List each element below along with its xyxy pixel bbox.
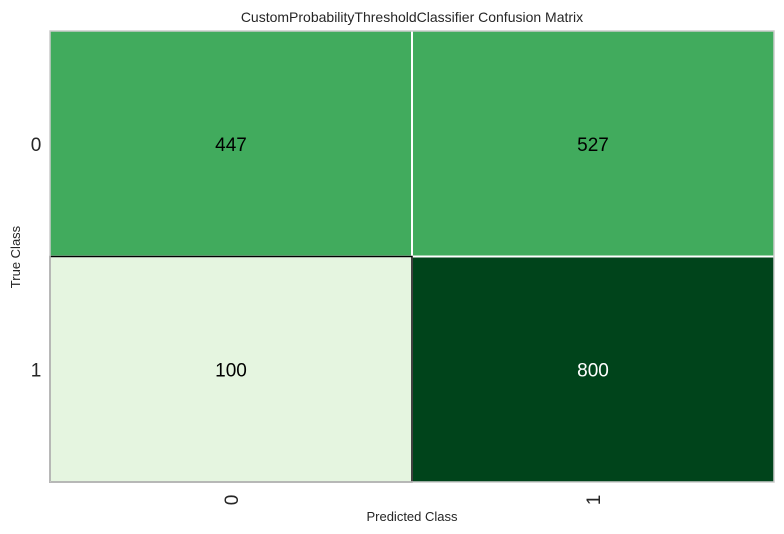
cell-value-label: 100 bbox=[215, 360, 247, 381]
heatmap-cell-1-0 bbox=[50, 256, 412, 482]
y-tick-label: 1 bbox=[31, 360, 42, 381]
cell-value-label: 800 bbox=[577, 360, 609, 381]
plot-frame bbox=[49, 30, 775, 483]
heatmap-cell-0-1 bbox=[412, 31, 774, 257]
x-tick-label: 0 bbox=[222, 495, 243, 506]
x-axis-label: Predicted Class bbox=[366, 509, 458, 524]
cell-value-label: 447 bbox=[215, 135, 247, 156]
heatmap-cell-0-0 bbox=[50, 31, 412, 257]
x-tick-label: 1 bbox=[584, 495, 605, 506]
cell-value-label: 527 bbox=[577, 135, 609, 156]
y-tick-labels: 01 bbox=[31, 135, 42, 382]
y-axis-label: True Class bbox=[8, 225, 23, 288]
heatmap-cells: 447 527 100 800 bbox=[49, 31, 774, 483]
heatmap-cell-1-1 bbox=[412, 256, 774, 482]
y-tick-label: 0 bbox=[31, 135, 42, 156]
chart-title: CustomProbabilityThresholdClassifier Con… bbox=[241, 9, 583, 25]
